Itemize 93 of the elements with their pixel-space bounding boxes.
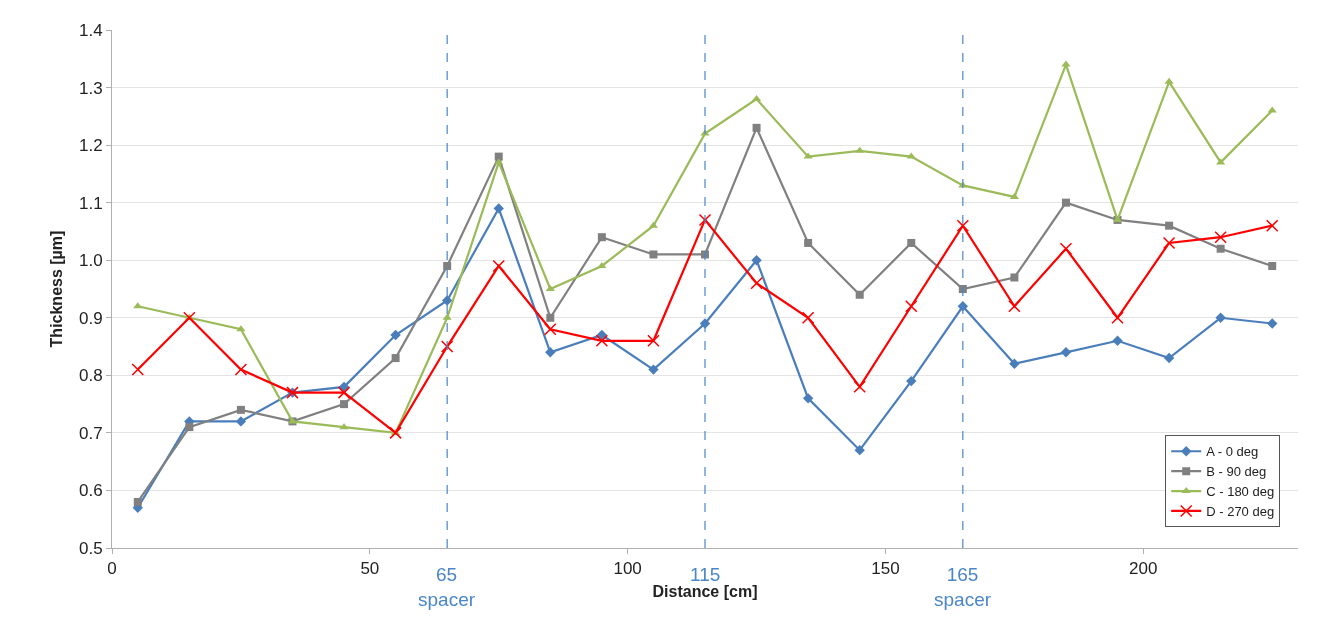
legend-label: B - 90 deg [1206, 464, 1267, 480]
point [647, 334, 660, 348]
legend-label: A - 0 deg [1206, 444, 1259, 460]
point [545, 347, 556, 358]
point [958, 285, 967, 293]
x-axis-title: Distance [cm] [652, 583, 758, 601]
point [442, 313, 452, 320]
point [544, 323, 557, 336]
point [1267, 318, 1278, 329]
point [595, 334, 609, 348]
point [337, 386, 351, 399]
point [235, 416, 247, 427]
point [390, 329, 401, 341]
point [906, 152, 916, 159]
y-tick-label: 1.4 [78, 20, 103, 40]
point [804, 238, 813, 247]
point [1215, 312, 1226, 323]
ref-line-label: 165 spacer [934, 564, 992, 610]
point [236, 405, 245, 414]
point [698, 213, 712, 227]
point [854, 444, 865, 456]
ref-line-label: 65 spacer [418, 564, 476, 610]
point [493, 203, 504, 214]
point [907, 238, 916, 247]
point [1061, 198, 1070, 207]
x-tick-label: 0 [107, 559, 117, 579]
point [1162, 236, 1176, 250]
y-tick-label: 0.5 [78, 538, 103, 558]
point [1061, 60, 1071, 67]
y-tick-label: 0.9 [78, 308, 103, 328]
point [596, 329, 608, 341]
point [1164, 77, 1174, 84]
point [956, 219, 970, 232]
point [597, 261, 607, 268]
point [750, 276, 763, 290]
point [1267, 106, 1277, 113]
point [752, 123, 761, 132]
point [133, 497, 142, 506]
point [340, 400, 349, 409]
point [1214, 230, 1227, 244]
point [1059, 242, 1073, 255]
point [389, 426, 402, 440]
point [597, 233, 606, 242]
y-tick-label: 0.6 [78, 481, 103, 501]
point [1163, 352, 1175, 364]
point [185, 423, 194, 432]
point [338, 381, 350, 393]
point [1112, 335, 1123, 346]
y-tick-label: 0.7 [78, 423, 103, 443]
point [1008, 300, 1021, 313]
point [1265, 219, 1279, 232]
legend-label: C - 180 deg [1206, 484, 1275, 500]
y-tick-label: 1.3 [78, 78, 103, 98]
point [183, 311, 196, 325]
y-tick-label: 0.8 [78, 366, 103, 386]
y-tick-label: 1.2 [78, 136, 103, 156]
point [1009, 358, 1020, 370]
point [546, 313, 555, 322]
y-axis-title: Thickness [µm] [47, 230, 65, 348]
point [339, 423, 349, 430]
point [440, 340, 454, 353]
point [648, 364, 659, 375]
point [1060, 347, 1072, 358]
point [649, 250, 658, 259]
point [1010, 273, 1019, 282]
point [443, 261, 452, 270]
x-tick-label: 50 [360, 559, 380, 579]
point [802, 393, 814, 404]
point [1268, 261, 1277, 270]
y-tick-label: 1.0 [78, 251, 103, 271]
point [751, 255, 762, 266]
point [1111, 311, 1124, 325]
point [494, 152, 503, 161]
point [801, 311, 815, 325]
point [853, 380, 866, 394]
point [855, 290, 864, 299]
point [234, 363, 248, 376]
point [905, 300, 918, 313]
point [1165, 221, 1174, 230]
point [855, 146, 865, 153]
x-tick-label: 150 [871, 559, 900, 579]
point [441, 295, 453, 306]
ref-line-label: 115 [690, 564, 721, 585]
point [131, 363, 145, 376]
x-tick-label: 200 [1129, 559, 1158, 579]
point [492, 259, 505, 273]
legend-label: D - 270 deg [1206, 504, 1275, 519]
y-tick-label: 1.1 [78, 193, 103, 213]
point [1216, 244, 1225, 253]
point [803, 152, 813, 159]
point [391, 354, 400, 363]
x-tick-label: 100 [613, 559, 642, 579]
point [906, 375, 917, 387]
